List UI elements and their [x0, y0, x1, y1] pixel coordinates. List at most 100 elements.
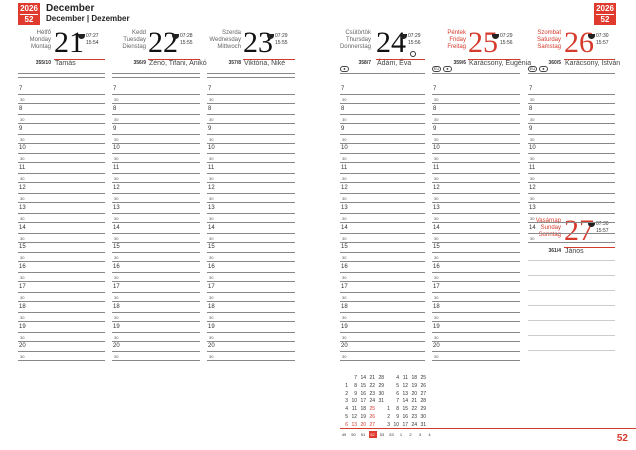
mini-calendar-date[interactable]: 10: [351, 398, 357, 405]
mini-calendar-date[interactable]: 15: [402, 406, 408, 413]
hour-line[interactable]: [18, 173, 105, 175]
mini-calendar-date[interactable]: 22: [411, 406, 417, 413]
half-hour-line[interactable]: [207, 103, 295, 104]
half-hour-line[interactable]: [112, 122, 200, 124]
hour-line[interactable]: [340, 272, 425, 274]
hour-line[interactable]: [18, 94, 105, 95]
mini-calendar-date[interactable]: 17: [360, 398, 366, 405]
hour-line[interactable]: [112, 94, 200, 95]
half-hour-line[interactable]: [207, 301, 295, 302]
hour-line[interactable]: [432, 331, 520, 333]
hour-line[interactable]: [112, 113, 200, 115]
hour-line[interactable]: [528, 173, 615, 175]
week-number[interactable]: 1: [399, 432, 403, 437]
half-hour-line[interactable]: [528, 241, 615, 243]
mini-calendar-date[interactable]: 22: [369, 382, 375, 389]
half-hour-line[interactable]: [18, 340, 105, 342]
hour-line[interactable]: [528, 113, 615, 115]
hour-line[interactable]: [528, 193, 615, 194]
hour-line[interactable]: [112, 311, 200, 313]
half-hour-line[interactable]: [432, 320, 520, 322]
blank-line[interactable]: [112, 73, 200, 74]
hour-line[interactable]: [207, 351, 295, 353]
week-number[interactable]: 53: [379, 432, 385, 437]
half-hour-line[interactable]: [18, 301, 105, 302]
half-hour-line[interactable]: [207, 241, 295, 243]
hour-line[interactable]: [18, 153, 105, 155]
hour-line[interactable]: [432, 173, 520, 175]
mini-calendar-date[interactable]: 24: [369, 398, 375, 405]
half-hour-line[interactable]: [112, 103, 200, 104]
half-hour-line[interactable]: [207, 202, 295, 203]
half-hour-line[interactable]: [112, 261, 200, 263]
half-hour-line[interactable]: [432, 281, 520, 283]
mini-calendar-date[interactable]: 9: [396, 414, 399, 420]
week-number[interactable]: 50: [351, 432, 356, 437]
mini-calendar-date[interactable]: 14: [360, 375, 366, 381]
half-hour-line[interactable]: [340, 103, 425, 104]
hour-line[interactable]: [18, 212, 105, 214]
half-hour-line[interactable]: [18, 202, 105, 203]
half-hour-line[interactable]: [528, 122, 615, 124]
hour-line[interactable]: [432, 272, 520, 274]
half-hour-line[interactable]: [207, 261, 295, 263]
half-hour-line[interactable]: [112, 182, 200, 184]
hour-line[interactable]: [112, 351, 200, 353]
hour-line[interactable]: [432, 311, 520, 313]
hour-line[interactable]: [18, 133, 105, 135]
half-hour-line[interactable]: [207, 360, 295, 362]
hour-line[interactable]: [528, 133, 615, 135]
week-number[interactable]: 4: [428, 432, 431, 437]
half-hour-line[interactable]: [112, 162, 200, 164]
half-hour-line[interactable]: [340, 281, 425, 283]
half-hour-line[interactable]: [432, 103, 520, 104]
half-hour-line[interactable]: [18, 261, 105, 263]
mini-calendar-date[interactable]: 1: [387, 406, 390, 413]
hour-line[interactable]: [432, 133, 520, 135]
mini-calendar-date[interactable]: 29: [378, 382, 384, 389]
week-number[interactable]: 52: [368, 431, 377, 438]
half-hour-line[interactable]: [18, 360, 105, 362]
hour-line[interactable]: [112, 252, 200, 254]
blank-line[interactable]: [528, 73, 615, 74]
half-hour-line[interactable]: [528, 182, 615, 184]
blank-line[interactable]: [528, 305, 615, 306]
hour-line[interactable]: [340, 94, 425, 95]
hour-line[interactable]: [528, 232, 615, 234]
hour-line[interactable]: [112, 173, 200, 175]
hour-line[interactable]: [207, 113, 295, 115]
hour-line[interactable]: [18, 193, 105, 194]
hour-line[interactable]: [207, 272, 295, 274]
hour-line[interactable]: [432, 212, 520, 214]
hour-line[interactable]: [432, 292, 520, 293]
hour-line[interactable]: [528, 94, 615, 95]
hour-line[interactable]: [207, 311, 295, 313]
mini-calendar-date[interactable]: 26: [369, 414, 375, 420]
hour-line[interactable]: [340, 252, 425, 254]
blank-line[interactable]: [18, 73, 105, 74]
half-hour-line[interactable]: [432, 241, 520, 243]
half-hour-line[interactable]: [340, 320, 425, 322]
mini-calendar-date[interactable]: 8: [354, 382, 357, 389]
half-hour-line[interactable]: [207, 221, 295, 223]
half-hour-line[interactable]: [432, 340, 520, 342]
half-hour-line[interactable]: [340, 261, 425, 263]
half-hour-line[interactable]: [112, 142, 200, 144]
half-hour-line[interactable]: [432, 202, 520, 203]
hour-line[interactable]: [207, 212, 295, 214]
blank-line[interactable]: [112, 77, 200, 78]
hour-line[interactable]: [112, 331, 200, 333]
half-hour-line[interactable]: [112, 241, 200, 243]
half-hour-line[interactable]: [340, 340, 425, 342]
half-hour-line[interactable]: [112, 221, 200, 223]
mini-calendar-date[interactable]: 12: [402, 382, 408, 389]
mini-calendar-date[interactable]: 30: [378, 390, 384, 397]
hour-line[interactable]: [112, 193, 200, 194]
mini-calendar-date[interactable]: 5: [396, 382, 399, 389]
half-hour-line[interactable]: [432, 360, 520, 362]
mini-calendar-date[interactable]: 15: [360, 382, 366, 389]
half-hour-line[interactable]: [18, 320, 105, 322]
hour-line[interactable]: [207, 331, 295, 333]
mini-calendar-date[interactable]: 28: [420, 398, 426, 405]
half-hour-line[interactable]: [18, 221, 105, 223]
